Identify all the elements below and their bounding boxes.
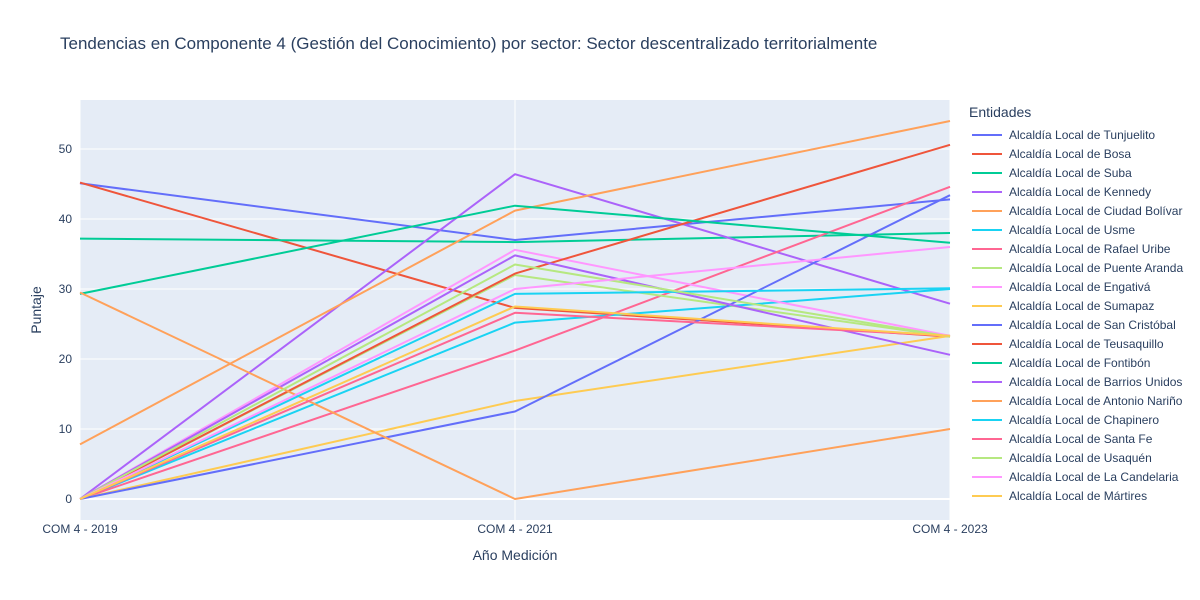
legend-item[interactable]: Alcaldía Local de Bosa — [966, 144, 1196, 163]
legend-label: Alcaldía Local de Puente Aranda — [1009, 260, 1184, 275]
legend-item[interactable]: Alcaldía Local de Usaquén — [966, 448, 1196, 467]
legend-item[interactable]: Alcaldía Local de Kennedy — [966, 182, 1196, 201]
legend-label: Alcaldía Local de Tunjuelito — [1009, 127, 1156, 142]
series-line — [79, 311, 951, 500]
legend-label: Alcaldía Local de Fontibón — [1009, 355, 1151, 370]
legend-swatch — [972, 152, 1002, 155]
legend-label: Alcaldía Local de Mártires — [1009, 488, 1148, 503]
legend-item[interactable]: Alcaldía Local de Suba — [966, 163, 1196, 182]
legend-swatch — [972, 361, 1002, 364]
legend-label: Alcaldía Local de Engativá — [1009, 279, 1151, 294]
legend-label: Alcaldía Local de Ciudad Bolívar — [1009, 203, 1183, 218]
legend-swatch — [972, 209, 1002, 212]
legend-label: Alcaldía Local de Barrios Unidos — [1009, 374, 1183, 389]
legend-swatch — [972, 380, 1002, 383]
y-tick-label: 0 — [65, 492, 72, 506]
x-tick-label: COM 4 - 2021 — [477, 522, 553, 536]
y-tick-label: 30 — [59, 282, 73, 296]
legend-swatch — [972, 399, 1002, 402]
y-tick-label: 20 — [59, 352, 73, 366]
legend-title: Entidades — [969, 104, 1032, 120]
legend-label: Alcaldía Local de Teusaquillo — [1009, 336, 1164, 351]
series-line — [79, 305, 951, 500]
series-line — [79, 194, 951, 500]
series-line — [79, 291, 951, 500]
y-tick-label: 10 — [59, 422, 73, 436]
legend-item[interactable]: Alcaldía Local de Mártires — [966, 486, 1196, 505]
series-line — [79, 232, 951, 244]
series-line — [79, 263, 951, 500]
series-line — [79, 182, 951, 241]
legend-swatch — [972, 437, 1002, 440]
legend-item[interactable]: Alcaldía Local de Engativá — [966, 277, 1196, 296]
legend-item[interactable]: Alcaldía Local de Fontibón — [966, 353, 1196, 372]
series-line — [79, 246, 951, 500]
axis-ticks: 0 10 20 30 40 50 COM 4 - 2019 COM 4 - 2021 COM 4… — [42, 142, 988, 536]
legend-label: Alcaldía Local de Sumapaz — [1009, 298, 1155, 313]
y-axis-title: Puntaje — [28, 286, 44, 334]
series-line — [79, 254, 951, 500]
legend-items: Alcaldía Local de Tunjuelito Alcaldía Loc… — [966, 125, 1196, 505]
legend-swatch — [972, 494, 1002, 497]
legend-swatch — [972, 133, 1002, 136]
legend-swatch — [972, 266, 1002, 269]
legend-label: Alcaldía Local de Kennedy — [1009, 184, 1152, 199]
legend-label: Alcaldía Local de La Candelaria — [1009, 469, 1179, 484]
legend-swatch — [972, 228, 1002, 231]
legend-item[interactable]: Alcaldía Local de San Cristóbal — [966, 315, 1196, 334]
legend-swatch — [972, 285, 1002, 288]
legend-swatch — [972, 171, 1002, 174]
legend: Entidades Alcaldía Local de Tunjuelito Al… — [966, 104, 1196, 505]
legend-item[interactable]: Alcaldía Local de Tunjuelito — [966, 125, 1196, 144]
legend-label: Alcaldía Local de Suba — [1009, 165, 1132, 180]
legend-label: Alcaldía Local de Bosa — [1009, 146, 1132, 161]
legend-item[interactable]: Alcaldía Local de Puente Aranda — [966, 258, 1196, 277]
series-line — [79, 248, 951, 500]
legend-item[interactable]: Alcaldía Local de Rafael Uribe — [966, 239, 1196, 258]
legend-swatch — [972, 456, 1002, 459]
legend-label: Alcaldía Local de Santa Fe — [1009, 431, 1153, 446]
x-axis-title: Año Medición — [473, 547, 558, 563]
x-tick-label: COM 4 - 2023 — [912, 522, 988, 536]
series-line — [79, 143, 951, 500]
legend-swatch — [972, 323, 1002, 326]
y-tick-label: 40 — [59, 212, 73, 226]
legend-swatch — [972, 190, 1002, 193]
legend-swatch — [972, 304, 1002, 307]
legend-item[interactable]: Alcaldía Local de Teusaquillo — [966, 334, 1196, 353]
legend-item[interactable]: Alcaldía Local de Barrios Unidos — [966, 372, 1196, 391]
series-line — [79, 288, 951, 500]
legend-label: Alcaldía Local de Chapinero — [1009, 412, 1160, 427]
legend-item[interactable]: Alcaldía Local de Ciudad Bolívar — [966, 201, 1196, 220]
series-line — [79, 287, 951, 500]
legend-item[interactable]: Alcaldía Local de La Candelaria — [966, 467, 1196, 486]
series-line — [79, 120, 951, 446]
legend-item[interactable]: Alcaldía Local de Usme — [966, 220, 1196, 239]
legend-label: Alcaldía Local de San Cristóbal — [1009, 317, 1176, 332]
series-line — [79, 185, 951, 500]
chart-title: Tendencias en Componente 4 (Gestión del … — [60, 34, 878, 53]
series-lines — [79, 120, 951, 500]
legend-label: Alcaldía Local de Rafael Uribe — [1009, 241, 1171, 256]
legend-label: Alcaldía Local de Usme — [1009, 222, 1136, 237]
legend-swatch — [972, 247, 1002, 250]
legend-label: Alcaldía Local de Usaquén — [1009, 450, 1152, 465]
x-tick-label: COM 4 - 2019 — [42, 522, 118, 536]
legend-item[interactable]: Alcaldía Local de Santa Fe — [966, 429, 1196, 448]
legend-item[interactable]: Alcaldía Local de Chapinero — [966, 410, 1196, 429]
series-line — [79, 204, 951, 295]
legend-item[interactable]: Alcaldía Local de Sumapaz — [966, 296, 1196, 315]
legend-swatch — [972, 475, 1002, 478]
legend-item[interactable]: Alcaldía Local de Antonio Nariño — [966, 391, 1196, 410]
legend-swatch — [972, 418, 1002, 421]
legend-swatch — [972, 342, 1002, 345]
legend-label: Alcaldía Local de Antonio Nariño — [1009, 393, 1183, 408]
y-tick-label: 50 — [59, 142, 73, 156]
series-line — [79, 334, 951, 500]
